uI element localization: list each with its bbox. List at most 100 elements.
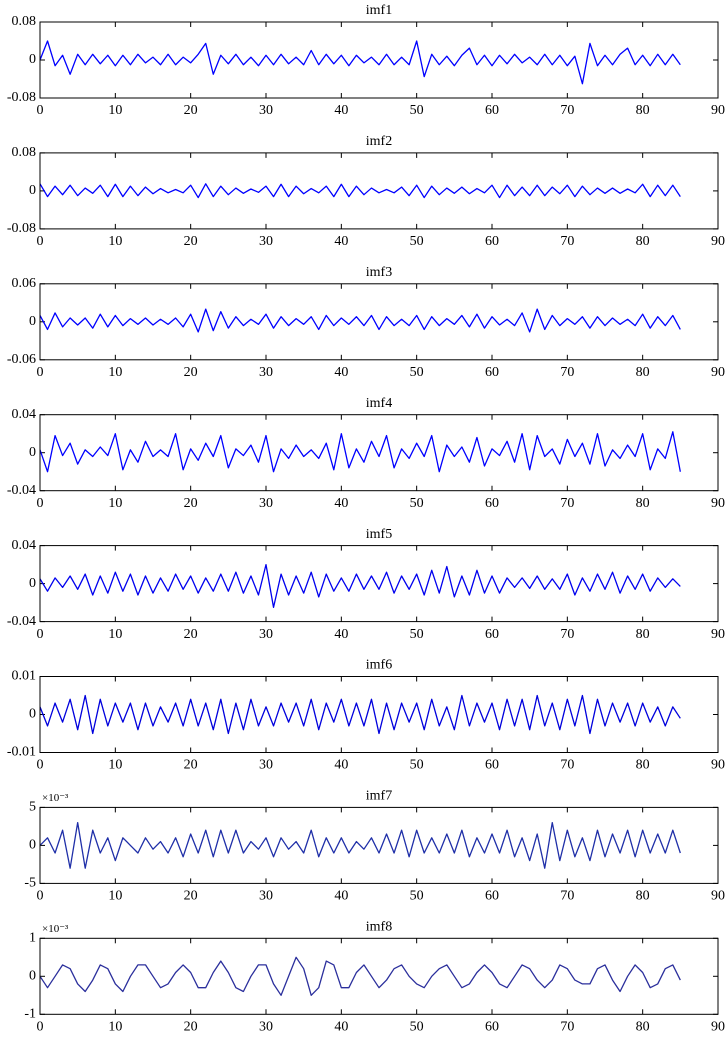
signal-line: [39, 956, 681, 996]
x-tick-label: 60: [485, 234, 499, 249]
y-tick-label: 0.08: [12, 14, 37, 29]
x-tick-label: 50: [410, 1020, 424, 1035]
x-tick-label: 10: [108, 496, 122, 511]
y-tick-label: -0.04: [7, 614, 36, 629]
x-tick-label: 70: [560, 1020, 574, 1035]
x-tick-label: 30: [259, 627, 273, 642]
subplot-title: imf6: [366, 658, 392, 673]
subplot-title: imf5: [366, 527, 392, 542]
y-tick-label: -0.06: [7, 352, 36, 367]
x-tick-label: 50: [410, 627, 424, 642]
x-tick-label: 80: [636, 889, 650, 904]
axes-box: [39, 283, 719, 361]
x-tick-label: 80: [636, 234, 650, 249]
x-tick-label: 70: [560, 758, 574, 773]
y-tick-label: 0.01: [12, 669, 37, 684]
x-tick-label: 20: [184, 103, 198, 118]
x-tick-label: 80: [636, 103, 650, 118]
x-tick-label: 30: [259, 1020, 273, 1035]
x-tick-label: 30: [259, 103, 273, 118]
x-tick-label: 0: [37, 758, 44, 773]
y-tick-label: 0: [29, 314, 36, 329]
subplot-title: imf4: [366, 396, 392, 411]
x-tick-label: 0: [37, 103, 44, 118]
x-tick-label: 20: [184, 234, 198, 249]
x-tick-label: 90: [711, 234, 725, 249]
x-tick-label: 70: [560, 889, 574, 904]
y-tick-label: 1: [29, 931, 36, 946]
y-tick-label: 0: [29, 52, 36, 67]
x-tick-label: 50: [410, 889, 424, 904]
x-tick-label: 0: [37, 496, 44, 511]
y-tick-label: -1: [24, 1007, 36, 1022]
x-tick-label: 60: [485, 1020, 499, 1035]
y-tick-label: -0.08: [7, 90, 36, 105]
x-tick-label: 90: [711, 103, 725, 118]
x-tick-label: 40: [334, 365, 348, 380]
y-tick-label: -0.04: [7, 483, 36, 498]
x-tick-label: 40: [334, 758, 348, 773]
y-tick-label: 0: [29, 707, 36, 722]
x-tick-label: 0: [37, 1020, 44, 1035]
x-tick-label: 50: [410, 496, 424, 511]
x-tick-label: 80: [636, 627, 650, 642]
x-tick-label: 40: [334, 234, 348, 249]
x-tick-label: 60: [485, 103, 499, 118]
x-tick-label: 80: [636, 1020, 650, 1035]
x-tick-label: 90: [711, 627, 725, 642]
axes-box: [39, 21, 719, 99]
x-tick-label: 30: [259, 758, 273, 773]
x-tick-label: 90: [711, 365, 725, 380]
x-tick-label: 80: [636, 758, 650, 773]
y-multiplier: ×10⁻³: [42, 792, 69, 804]
x-tick-label: 10: [108, 103, 122, 118]
x-tick-label: 30: [259, 365, 273, 380]
axes-box: [39, 676, 719, 753]
x-tick-label: 20: [184, 889, 198, 904]
x-tick-label: 70: [560, 496, 574, 511]
x-tick-label: 70: [560, 103, 574, 118]
axes-box: [39, 152, 719, 230]
x-tick-label: 60: [485, 758, 499, 773]
subplot-title: imf3: [366, 265, 392, 280]
x-tick-label: 40: [334, 496, 348, 511]
x-tick-label: 0: [37, 889, 44, 904]
x-tick-label: 30: [259, 889, 273, 904]
y-tick-label: -0.08: [7, 221, 36, 236]
y-tick-label: 5: [29, 800, 36, 815]
y-tick-label: 0.08: [12, 145, 37, 160]
x-tick-label: 60: [485, 889, 499, 904]
signal-line: [39, 431, 681, 473]
y-tick-label: 0.04: [12, 407, 37, 422]
x-tick-label: 10: [108, 758, 122, 773]
x-tick-label: 40: [334, 103, 348, 118]
x-tick-label: 80: [636, 496, 650, 511]
subplot-title: imf8: [366, 920, 392, 935]
x-tick-label: 40: [334, 889, 348, 904]
signal-line: [39, 308, 681, 333]
x-tick-label: 0: [37, 627, 44, 642]
y-tick-label: 0: [29, 838, 36, 853]
x-tick-label: 20: [184, 758, 198, 773]
x-tick-label: 40: [334, 1020, 348, 1035]
x-tick-label: 0: [37, 365, 44, 380]
x-tick-label: 10: [108, 1020, 122, 1035]
x-tick-label: 70: [560, 234, 574, 249]
x-tick-label: 50: [410, 234, 424, 249]
y-tick-label: 0: [29, 969, 36, 984]
axes-box: [39, 414, 719, 492]
x-tick-label: 90: [711, 1020, 725, 1035]
x-tick-label: 60: [485, 627, 499, 642]
x-tick-label: 20: [184, 627, 198, 642]
y-tick-label: -0.01: [7, 745, 36, 760]
subplot-title: imf1: [366, 3, 392, 18]
x-tick-label: 50: [410, 365, 424, 380]
signal-line: [39, 183, 681, 199]
x-tick-label: 50: [410, 758, 424, 773]
y-tick-label: 0.06: [12, 276, 37, 291]
x-tick-label: 10: [108, 889, 122, 904]
y-tick-label: -5: [24, 876, 36, 891]
signal-line: [39, 694, 681, 735]
axes-box: [39, 937, 719, 1015]
